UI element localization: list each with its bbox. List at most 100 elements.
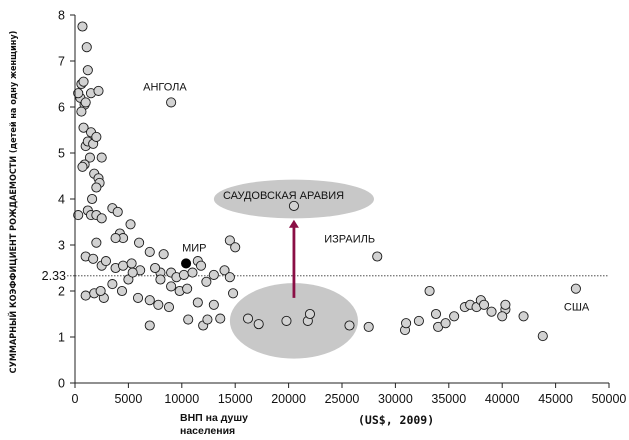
data-point <box>219 265 230 276</box>
data-point <box>76 106 87 117</box>
data-point <box>304 308 316 320</box>
data-point <box>150 262 161 274</box>
y-tick-label: 3 <box>58 239 65 253</box>
data-point <box>228 288 239 299</box>
data-point <box>158 249 169 260</box>
y-tick-label: 7 <box>58 55 65 69</box>
data-point <box>112 206 123 217</box>
x-axis-label-line2: населения <box>180 425 235 437</box>
data-point <box>253 319 264 330</box>
data-point <box>80 290 91 301</box>
x-tick-label: 0 <box>72 392 79 406</box>
y-tick-label: 5 <box>58 147 65 161</box>
y-tick-label: 1 <box>58 331 65 345</box>
data-point <box>77 161 88 172</box>
data-point <box>87 193 98 205</box>
annotation-label: САУДОВСКАЯ АРАВИЯ <box>223 190 344 202</box>
highlight-ellipse-to <box>213 179 375 219</box>
data-point <box>486 306 497 317</box>
data-point <box>166 97 177 108</box>
data-point <box>281 315 292 326</box>
data-point <box>372 251 383 262</box>
data-point <box>91 237 102 248</box>
data-point <box>78 76 89 87</box>
data-point <box>242 313 254 324</box>
data-point <box>73 88 84 99</box>
data-point <box>96 213 107 224</box>
data-point <box>537 331 548 342</box>
data-point <box>201 276 212 287</box>
data-point <box>230 242 241 253</box>
data-point <box>178 269 189 280</box>
data-point <box>183 314 194 325</box>
data-point <box>125 219 136 230</box>
highlight-ellipse-from <box>229 283 359 359</box>
axis-labels: СУММАРНЫЙ КОЭФФИЦИЕНТ РОЖДАЕМОСТИ (детей… <box>7 31 434 437</box>
data-point <box>96 152 107 163</box>
data-point <box>163 302 175 313</box>
x-tick-label: 35000 <box>431 392 466 406</box>
annotation-label: США <box>564 302 590 314</box>
data-point <box>187 267 198 278</box>
data-point <box>144 246 155 257</box>
data-point <box>500 299 511 310</box>
x-tick-label: 45000 <box>538 392 573 406</box>
y-tick-label: 6 <box>58 101 65 115</box>
data-point <box>401 318 412 329</box>
data-point <box>118 260 129 271</box>
data-point <box>80 97 91 108</box>
data-point <box>202 314 213 325</box>
data-point <box>134 237 145 248</box>
data-point <box>363 321 374 332</box>
y-tick-label: 8 <box>58 9 65 23</box>
data-point <box>91 131 102 142</box>
data-point <box>73 210 84 221</box>
x-tick-label: 50000 <box>592 392 627 406</box>
data-point <box>430 308 442 320</box>
data-point <box>77 21 88 32</box>
x-tick-label: 5000 <box>114 392 142 406</box>
axes: 0 1 2 3 4 5 6 7 8 0 5000 10000 15000 20000 25000 30000 3… <box>58 9 626 407</box>
data-point <box>88 253 99 264</box>
data-point <box>208 269 219 280</box>
data-point <box>570 283 581 294</box>
x-tick-label: 10000 <box>164 392 199 406</box>
arrow-head <box>288 219 299 228</box>
annotation-label: ИЗРАИЛЬ <box>324 234 375 246</box>
world-point <box>181 258 192 269</box>
reference-line-label: 2.33 <box>42 269 66 283</box>
y-tick-label: 4 <box>58 193 65 207</box>
data-point <box>84 152 96 163</box>
highlight-ellipses <box>213 179 375 359</box>
data-point <box>449 311 460 322</box>
data-point <box>195 260 207 271</box>
x-tick-label: 20000 <box>271 392 306 406</box>
data-point <box>208 299 219 310</box>
data-point <box>78 122 89 133</box>
data-point <box>132 292 144 303</box>
x-tick-label: 25000 <box>325 392 360 406</box>
annotations: АНГОЛА САУДОВСКАЯ АРАВИЯ ИЗРАИЛЬ США МИР <box>143 81 590 313</box>
data-point <box>153 299 164 310</box>
y-tick-label: 2 <box>58 285 65 299</box>
data-point <box>497 311 508 322</box>
data-point <box>110 233 121 244</box>
data-point <box>107 279 118 290</box>
world-label: МИР <box>182 242 206 254</box>
data-point <box>82 65 93 76</box>
reference-line: 2.33 <box>42 269 609 283</box>
data-points <box>73 21 581 342</box>
data-point <box>91 182 102 193</box>
x-tick-label: 15000 <box>218 392 253 406</box>
data-point <box>93 85 104 96</box>
annotation-label: АНГОЛА <box>143 81 187 93</box>
data-point <box>127 267 138 278</box>
data-point <box>344 320 355 331</box>
data-point <box>144 320 155 331</box>
y-axis-label: СУММАРНЫЙ КОЭФФИЦИЕНТ РОЖДАЕМОСТИ (детей… <box>7 31 19 374</box>
data-point <box>81 42 92 53</box>
data-point <box>155 274 166 285</box>
y-tick-label: 0 <box>58 377 65 391</box>
data-point <box>126 258 137 269</box>
